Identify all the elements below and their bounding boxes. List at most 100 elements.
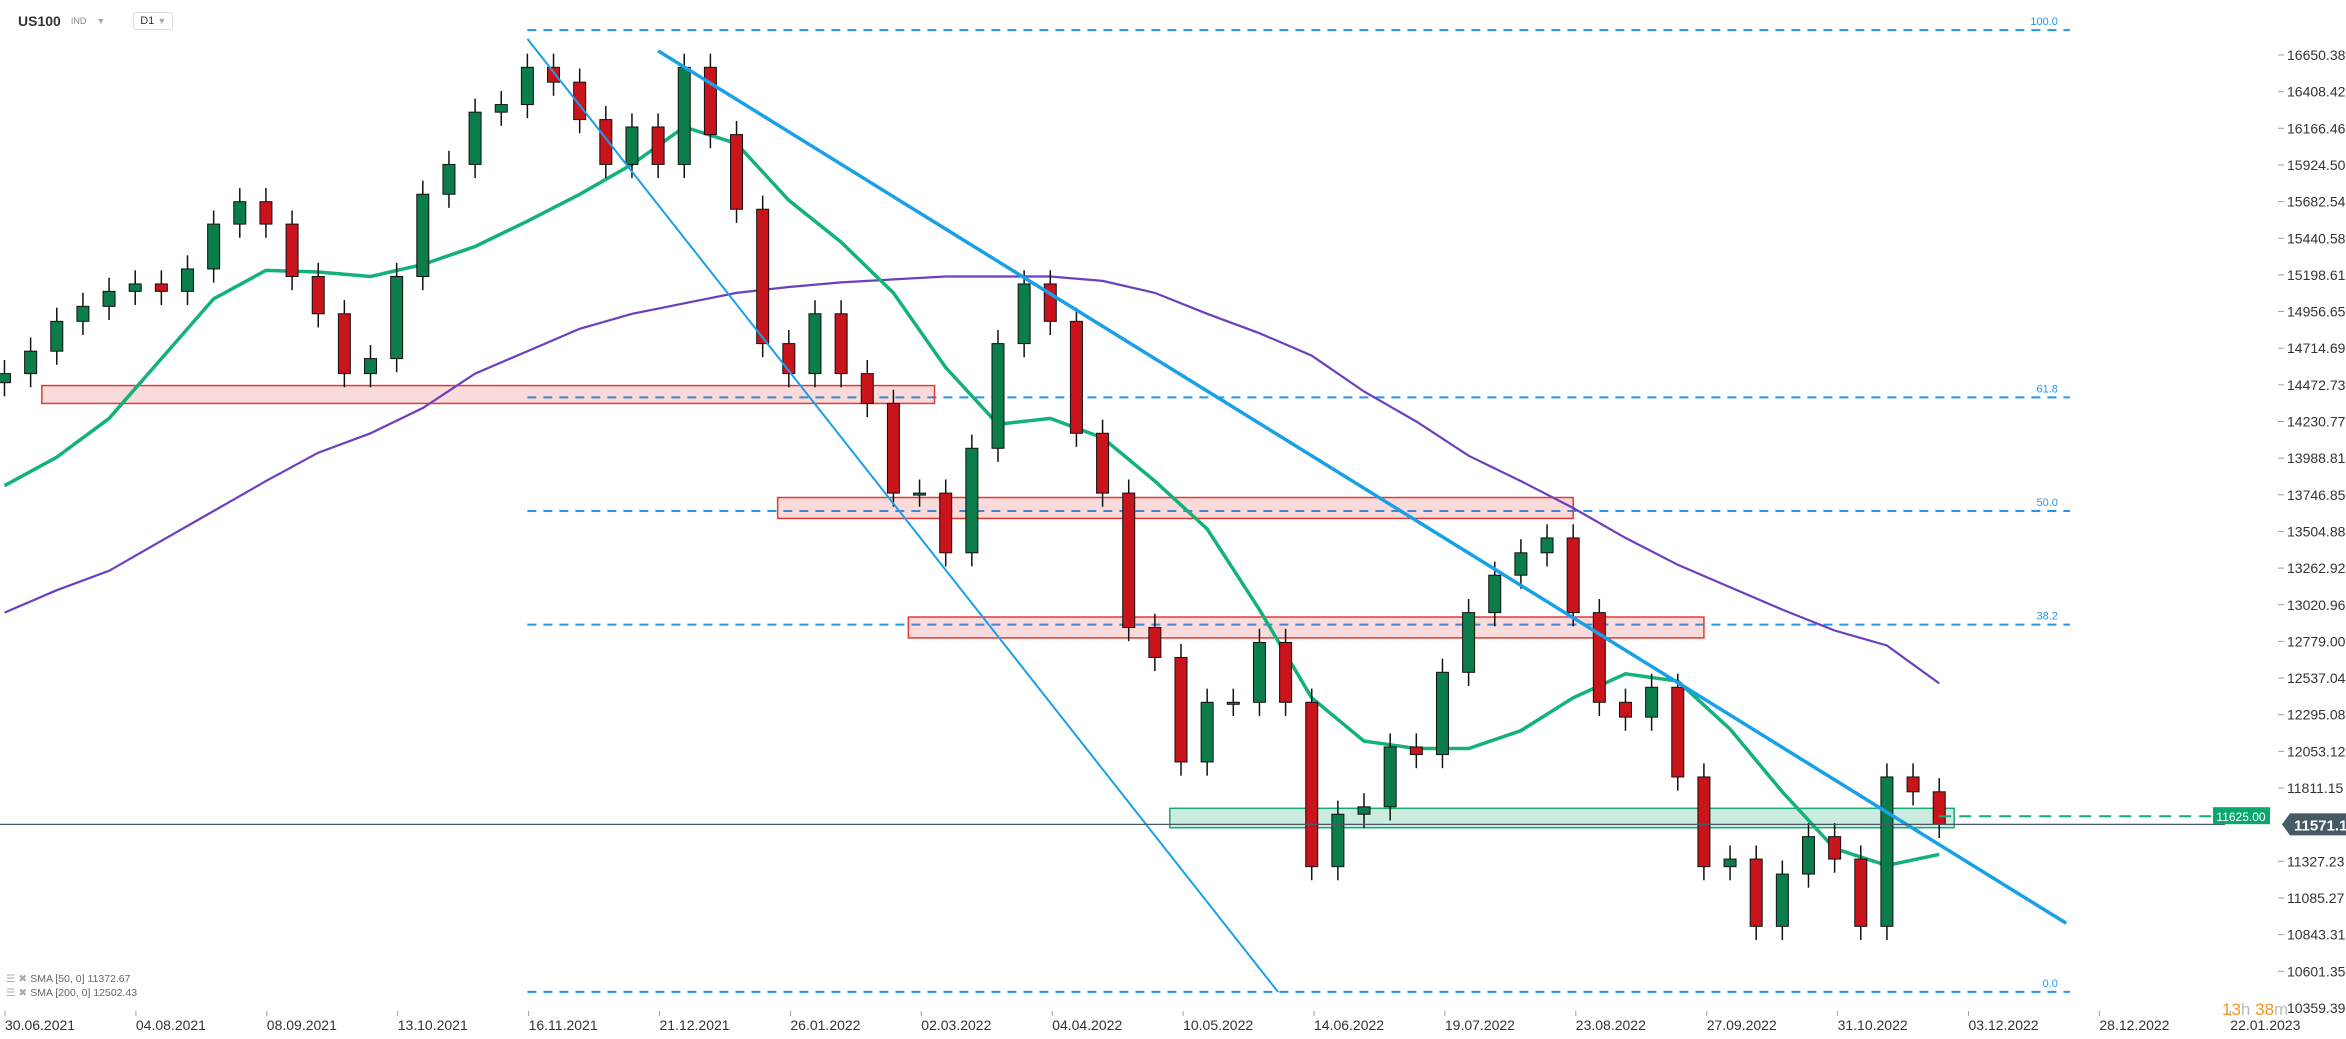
candle-down xyxy=(1749,858,1763,927)
legend-params: [50, 0] xyxy=(55,973,85,985)
legend-label: SMA xyxy=(30,973,53,985)
x-tick-label: 10.05.2022 xyxy=(1183,1017,1253,1033)
legend-sma200[interactable]: ☰ ✖ SMA [200, 0] 12502.43 xyxy=(6,986,137,1000)
candle-up xyxy=(991,343,1005,449)
price-axis[interactable]: 16650.38 16408.42 16166.46 15924.50 15682.54… xyxy=(2278,47,2346,1016)
candle-down xyxy=(703,66,717,136)
fibonacci-retracement[interactable]: 100.0 61.8 50.0 38.2 0.0 xyxy=(527,16,2070,993)
candle-down xyxy=(1592,612,1606,703)
last-price-badge xyxy=(2282,813,2346,836)
x-tick-label: 23.08.2022 xyxy=(1576,1017,1646,1033)
candle-down xyxy=(1409,746,1423,756)
y-tick-label: 12537.04 xyxy=(2287,670,2346,686)
y-tick-label: 15924.50 xyxy=(2287,157,2346,173)
x-tick-label: 28.12.2022 xyxy=(2099,1017,2169,1033)
candle-up xyxy=(1331,813,1345,868)
legend-sma50[interactable]: ☰ ✖ SMA [50, 0] 11372.67 xyxy=(6,972,137,986)
timeframe-value: D1 xyxy=(140,15,155,27)
candle-up xyxy=(1801,836,1815,875)
candle-down xyxy=(311,276,325,315)
candle-down xyxy=(730,134,744,210)
close-icon[interactable]: ✖ xyxy=(18,987,28,999)
trendlines[interactable] xyxy=(526,38,2068,993)
y-tick-label: 12295.08 xyxy=(2287,707,2346,723)
trendline[interactable] xyxy=(526,38,1279,993)
level-badge-label: 11625.00 xyxy=(2216,810,2265,824)
x-tick-label: 22.01.2023 xyxy=(2230,1017,2300,1033)
y-tick-label: 14472.73 xyxy=(2287,377,2346,393)
settings-icon[interactable]: ☰ xyxy=(6,973,16,985)
candle-up xyxy=(207,223,221,270)
candle-up xyxy=(1200,701,1214,763)
candle-down xyxy=(1174,656,1188,763)
candle-up xyxy=(180,268,194,292)
x-tick-label: 30.06.2021 xyxy=(5,1017,75,1033)
candle-down xyxy=(1096,432,1110,494)
level-badge xyxy=(2213,807,2270,825)
countdown-hours: 13 xyxy=(2222,1000,2241,1019)
candle-countdown: 13h 38m xyxy=(2222,1000,2288,1020)
candle-up xyxy=(520,66,534,106)
resistance-zone[interactable] xyxy=(41,384,936,405)
candle-up xyxy=(416,193,430,278)
time-axis[interactable]: 30.06.2021 04.08.2021 08.09.2021 13.10.2021… xyxy=(4,1011,2301,1033)
candle-up xyxy=(494,104,508,113)
countdown-unit: h xyxy=(2240,1000,2251,1019)
candle-up xyxy=(808,313,822,375)
y-tick-label: 10601.35 xyxy=(2287,963,2346,979)
candle-up xyxy=(965,447,979,554)
candle-down xyxy=(860,373,874,404)
close-icon[interactable]: ✖ xyxy=(18,973,28,985)
candle-up xyxy=(1775,873,1789,927)
chevron-down-icon[interactable]: ▼ xyxy=(96,16,106,26)
candle-up xyxy=(233,201,247,225)
candle-up xyxy=(1226,701,1240,705)
y-tick-label: 13746.85 xyxy=(2287,487,2346,503)
candles xyxy=(0,53,1946,940)
candle-up xyxy=(1514,552,1528,576)
candle-up xyxy=(128,283,142,292)
x-tick-label: 04.04.2022 xyxy=(1052,1017,1122,1033)
y-tick-label: 15440.58 xyxy=(2287,230,2346,246)
candle-down xyxy=(886,402,900,494)
legend-params: [200, 0] xyxy=(55,987,91,999)
sma-50-line xyxy=(3,125,1940,868)
candle-down xyxy=(1828,836,1842,860)
candle-down xyxy=(1906,776,1920,793)
candle-down xyxy=(1618,701,1632,718)
candle-down xyxy=(1069,320,1083,434)
candle-up xyxy=(364,358,378,375)
candle-down xyxy=(1697,776,1711,868)
settings-icon[interactable]: ☰ xyxy=(6,987,16,999)
candle-up xyxy=(1645,686,1659,718)
candle-up xyxy=(1488,574,1502,614)
y-tick-label: 14230.77 xyxy=(2287,414,2346,430)
y-tick-label: 13020.96 xyxy=(2287,597,2346,613)
x-tick-label: 02.03.2022 xyxy=(921,1017,991,1033)
candle-down xyxy=(154,283,168,292)
resistance-zone[interactable] xyxy=(907,616,1705,639)
timeframe-select[interactable]: D1 ▼ xyxy=(133,12,174,30)
legend-value: 12502.43 xyxy=(93,987,138,999)
candle-down xyxy=(599,119,613,165)
y-tick-label: 15198.61 xyxy=(2287,267,2346,283)
y-tick-label: 15682.54 xyxy=(2287,194,2346,210)
y-tick-label: 12779.00 xyxy=(2287,633,2346,649)
candle-down xyxy=(1305,701,1319,868)
candle-up xyxy=(1880,776,1894,927)
trendline[interactable] xyxy=(657,49,2068,925)
candle-down xyxy=(1932,791,1946,825)
x-tick-label: 13.10.2021 xyxy=(398,1017,468,1033)
candle-down xyxy=(259,201,273,225)
x-tick-label: 14.06.2022 xyxy=(1314,1017,1384,1033)
candle-up xyxy=(1462,612,1476,673)
candle-up xyxy=(442,163,456,195)
sma-200-line xyxy=(4,275,1940,685)
candle-down xyxy=(547,66,561,83)
candle-down xyxy=(1279,641,1293,703)
y-tick-label: 16650.38 xyxy=(2287,47,2346,63)
candle-up xyxy=(1435,671,1449,756)
candle-down xyxy=(1854,858,1868,927)
candle-down xyxy=(756,208,770,345)
